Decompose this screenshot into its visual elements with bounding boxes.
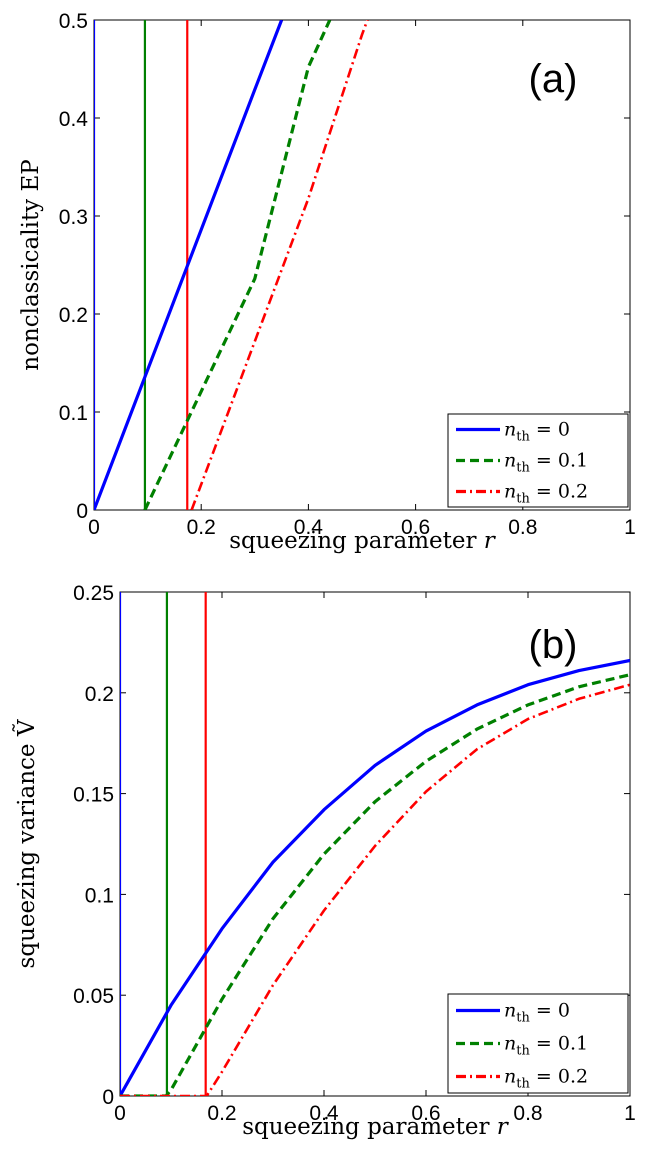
y-tick-label: 0.2 xyxy=(85,683,114,706)
series-line-1 xyxy=(120,658,630,1096)
legend-entry: nth = 0.2 xyxy=(504,481,588,507)
x-tick-label: 0 xyxy=(114,1102,126,1125)
legend-entry: nth = 0 xyxy=(504,419,570,445)
y-tick-label: 0.3 xyxy=(59,206,88,229)
y-tick-label: 0.05 xyxy=(73,985,114,1008)
legend: nth = 0 nth = 0.1 nth = 0.2 xyxy=(447,413,629,508)
x-tick-label: 1 xyxy=(624,1102,636,1125)
x-tick-label: 0.4 xyxy=(309,1102,339,1125)
x-tick-label: 0.8 xyxy=(513,1102,542,1125)
x-tick-label: 0.6 xyxy=(401,516,430,539)
y-axis-label: nonclassicality EP xyxy=(18,159,44,371)
series-line-2 xyxy=(120,673,630,1096)
series-line-2 xyxy=(143,20,332,510)
x-axis-label: squeezing parameter r xyxy=(242,1114,510,1140)
y-tick-label: 0.1 xyxy=(85,884,114,907)
series-line-3 xyxy=(120,683,630,1096)
x-tick-label: 0.4 xyxy=(294,516,324,539)
y-tick-label: 0.5 xyxy=(59,10,88,33)
panel-label: (a) xyxy=(529,57,578,101)
legend: nth = 0 nth = 0.1 nth = 0.2 xyxy=(447,993,629,1094)
series-line-1 xyxy=(94,20,284,510)
panel-label: (b) xyxy=(529,623,578,667)
y-tick-label: 0 xyxy=(76,500,88,523)
chart-panel-1: 0 0.2 0.4 0.6 0.8 1 0 0.1 0.2 0.3 0.4 0.5 (a) squeezi… xyxy=(18,10,636,554)
legend-entry: nth = 0.2 xyxy=(504,1066,588,1092)
series-line-3 xyxy=(190,20,369,510)
chart-panel-2: 0 0.2 0.4 0.6 0.8 1 0 0.05 0.1 0.15 0.2 0.25 (b) sque… xyxy=(12,582,636,1140)
x-tick-label: 0.6 xyxy=(411,1102,440,1125)
y-tick-label: 0.1 xyxy=(59,402,88,425)
y-tick-label: 0.4 xyxy=(59,108,89,131)
x-tick-label: 0.8 xyxy=(508,516,537,539)
y-tick-label: 0.15 xyxy=(73,784,114,807)
legend-entry: nth = 0.1 xyxy=(504,450,588,476)
y-tick-label: 0 xyxy=(102,1086,114,1109)
y-tick-label: 0.2 xyxy=(59,304,88,327)
x-tick-label: 1 xyxy=(624,516,636,539)
legend-entry: nth = 0 xyxy=(504,1000,570,1026)
x-tick-label: 0.2 xyxy=(207,1102,236,1125)
y-axis-label: squeezing variance Ṽ xyxy=(12,719,40,968)
x-tick-label: 0 xyxy=(88,516,100,539)
x-axis-label: squeezing parameter r xyxy=(229,528,497,554)
x-tick-label: 0.2 xyxy=(187,516,216,539)
legend-entry: nth = 0.1 xyxy=(504,1033,588,1059)
y-tick-label: 0.25 xyxy=(73,582,114,605)
